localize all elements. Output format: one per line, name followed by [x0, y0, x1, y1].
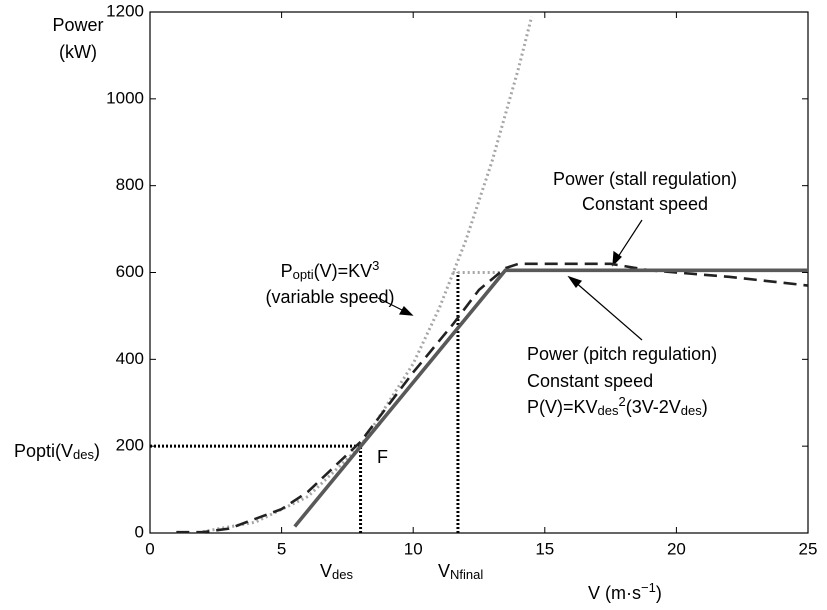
- x-tick-label: 25: [799, 539, 818, 558]
- annotation: Popti(V)=KV3: [281, 258, 380, 283]
- text-part: (variable speed): [265, 287, 394, 307]
- x-tick-label: 5: [277, 539, 286, 558]
- text-part: Nfinal: [450, 567, 483, 582]
- y-tick-label: 400: [116, 349, 144, 368]
- y-tick-label: 800: [116, 175, 144, 194]
- x-tick-label: 20: [667, 539, 686, 558]
- arrow-head: [567, 275, 583, 288]
- y-axis-label: (kW): [59, 42, 97, 62]
- text-part: V (m·s: [588, 583, 641, 603]
- text-part: (V)=KV: [314, 261, 373, 281]
- text-part: des: [332, 567, 353, 582]
- series-line: [293, 268, 808, 528]
- text-part: des: [681, 403, 702, 418]
- text-part: ): [94, 441, 100, 461]
- text-part: des: [598, 403, 619, 418]
- text-part: P: [281, 261, 293, 281]
- text-part: des: [73, 447, 94, 462]
- text-part: Constant speed: [527, 371, 653, 391]
- series-line: [176, 262, 809, 534]
- arrow-head: [399, 306, 414, 316]
- annotation: Constant speed: [527, 371, 653, 391]
- y-tick-label: 600: [116, 262, 144, 281]
- y-axis-label: Power: [52, 15, 103, 35]
- text-part: V: [320, 561, 332, 581]
- annotation: Power (stall regulation): [553, 169, 737, 189]
- text-part: Constant speed: [582, 194, 708, 214]
- annotation-arrows: [377, 219, 643, 341]
- text-part: Popti(V: [14, 441, 73, 461]
- annotation: Popti(Vdes): [14, 441, 100, 463]
- text-part: 2: [619, 394, 626, 409]
- x-tick-label: 0: [145, 539, 154, 558]
- text-part: Power (pitch regulation): [527, 344, 717, 364]
- text-part: ): [656, 583, 662, 603]
- x-tick-label: 10: [404, 539, 423, 558]
- y-tick-label: 1000: [106, 88, 144, 107]
- text-part: (3V-2V: [626, 397, 681, 417]
- annotation: P(V)=KVdes2(3V-2Vdes): [527, 394, 708, 419]
- text-part: P(V)=KV: [527, 397, 598, 417]
- annotation: Power (pitch regulation): [527, 344, 717, 364]
- y-tick-label: 200: [116, 436, 144, 455]
- text-part: F: [377, 447, 388, 467]
- arrow-head: [612, 250, 622, 267]
- text-part: Power (stall regulation): [553, 169, 737, 189]
- annotation: VNfinal: [438, 561, 483, 583]
- x-axis-label: V (m·s−1): [588, 580, 662, 603]
- arrow: [573, 280, 643, 341]
- text-part: V: [438, 561, 450, 581]
- text-part: 3: [372, 258, 379, 273]
- annotation: Vdes: [320, 561, 353, 583]
- text-part: ): [702, 397, 708, 417]
- annotation: (variable speed): [265, 287, 394, 307]
- x-tick-label: 15: [535, 539, 554, 558]
- arrow: [615, 219, 643, 261]
- text-part: opti: [293, 267, 314, 282]
- text-part: −1: [641, 580, 656, 595]
- annotation: Constant speed: [582, 194, 708, 214]
- y-tick-label: 1200: [106, 1, 144, 20]
- y-tick-label: 0: [135, 522, 144, 541]
- annotation: F: [377, 447, 388, 467]
